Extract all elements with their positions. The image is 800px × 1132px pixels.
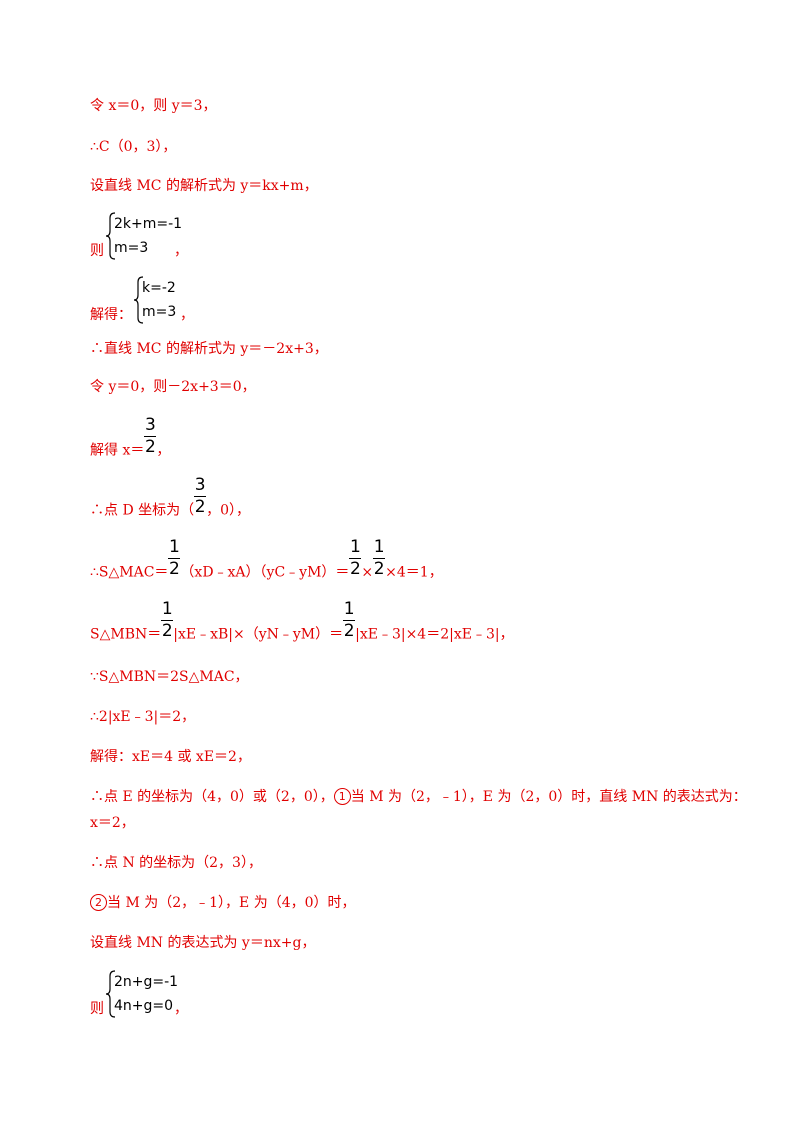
case-one-condition: 当 M 为（2，﹣1），E 为（2，0）时，直线 MN 的表达式为：	[350, 789, 747, 805]
text-line: ∴2|xE﹣3|＝2，	[90, 708, 195, 726]
solve-xe: 解得：xE＝4 或 xE＝2，	[90, 749, 251, 765]
equation-row: m=3	[114, 240, 149, 256]
text-line: 设直线 MC 的解析式为 y＝kx+m，	[90, 177, 318, 195]
left-brace-icon	[106, 970, 116, 1018]
line-mc-setup: 设直线 MC 的解析式为 y＝kx+m，	[90, 178, 318, 194]
circled-number-one: 1	[333, 788, 351, 805]
line-mn-setup: 设直线 MN 的表达式为 y＝nx+g，	[90, 935, 316, 951]
case-one-line: x＝2，	[90, 815, 135, 831]
solve-x-prefix: 解得 x＝	[90, 442, 145, 459]
text-line: ∴C（0，3），	[90, 138, 176, 156]
solve-x-suffix: ，	[156, 442, 171, 459]
equation-row: 2k+m=-1	[114, 216, 183, 232]
text-line: x＝2，	[90, 814, 135, 832]
equation-system: 解得： k=-2 m=3 ，	[90, 276, 290, 326]
area-mbn-result: |xE﹣3|×4＝2|xE﹣3|，	[355, 626, 514, 643]
text-line: S△MBN＝ 1 2 |xE﹣xB|×（yN﹣yM）＝ 1 2 |xE﹣3|×4＝2|xE﹣…	[90, 600, 514, 644]
text-line: 令 y＝0，则－2x+3＝0，	[90, 378, 256, 396]
area-mbn-prefix: S△MBN＝	[90, 626, 162, 643]
point-n-coords: ∴点 N 的坐标为（2，3），	[90, 855, 262, 871]
system-prefix: 则	[90, 1001, 104, 1017]
system-prefix: 则	[90, 243, 104, 259]
text-line: ∵S△MBN＝2S△MAC，	[90, 668, 249, 686]
text-line: ∴直线 MC 的解析式为 y＝－2x+3，	[90, 340, 328, 358]
system-suffix: ，	[174, 1001, 188, 1017]
text-line: ∴S△MAC＝ 1 2 （xD﹣xA）（yC﹣yM）＝ 1 2 × 1 2 ×4＝1，	[90, 538, 443, 582]
area-mac-prefix: ∴S△MAC＝	[90, 564, 169, 581]
left-brace-icon	[134, 276, 144, 324]
point-c: ∴C（0，3），	[90, 139, 177, 155]
text-line: 解得：xE＝4 或 xE＝2，	[90, 748, 251, 766]
let-y-zero: 令 y＝0，则－2x+3＝0，	[90, 379, 256, 395]
circled-number-two: 2	[90, 894, 107, 911]
area-mac-expression: （xD﹣xA）（yC﹣yM）＝	[180, 564, 350, 581]
text-line: 设直线 MN 的表达式为 y＝nx+g，	[90, 934, 315, 952]
system-rows: k=-2 m=3	[142, 276, 176, 324]
line-mc-result: ∴直线 MC 的解析式为 y＝－2x+3，	[90, 341, 328, 357]
equation-system: 则 2k+m=-1 m=3 ，	[90, 212, 290, 262]
equation-system: 则 2n+g=-1 4n+g=0 ，	[90, 970, 290, 1020]
equation-row: m=3	[142, 304, 177, 320]
area-relation: ∵S△MBN＝2S△MAC，	[90, 669, 249, 685]
system-prefix: 解得：	[90, 307, 132, 323]
text-line: ∴点 E 的坐标为（4，0）或（2，0）， 1 当 M 为（2，﹣1），E 为（2，…	[90, 788, 747, 806]
area-mac-result: ×4＝1，	[385, 564, 443, 581]
point-e-coords: ∴点 E 的坐标为（4，0）或（2，0），	[90, 789, 334, 805]
text-line: ∴点 D 坐标为（ 3 2 ，0），	[90, 476, 250, 520]
let-x-zero: 令 x＝0，则 y＝3，	[90, 98, 217, 114]
equation-row: 2n+g=-1	[114, 974, 179, 990]
equation-row: 4n+g=0	[114, 998, 174, 1014]
text-line: ∴点 N 的坐标为（2，3），	[90, 854, 262, 872]
times-sign: ×	[361, 564, 374, 581]
text-line: 解得 x＝ 3 2，	[90, 416, 170, 460]
case-two-condition: 当 M 为（2，﹣1），E 为（4，0）时，	[107, 895, 356, 911]
area-mbn-expression: |xE﹣xB|×（yN﹣yM）＝	[173, 626, 344, 643]
equation-row: k=-2	[142, 280, 176, 296]
system-rows: 2k+m=-1 m=3	[114, 212, 182, 260]
system-suffix: ，	[174, 243, 188, 259]
system-suffix: ，	[180, 307, 194, 323]
point-d-prefix: ∴点 D 坐标为（	[90, 502, 195, 519]
absolute-equation: ∴2|xE﹣3|＝2，	[90, 709, 196, 725]
point-d-suffix: ，0），	[206, 502, 251, 519]
system-rows: 2n+g=-1 4n+g=0	[114, 970, 178, 1018]
text-line: 令 x＝0，则 y＝3，	[90, 97, 217, 115]
left-brace-icon	[106, 212, 116, 260]
